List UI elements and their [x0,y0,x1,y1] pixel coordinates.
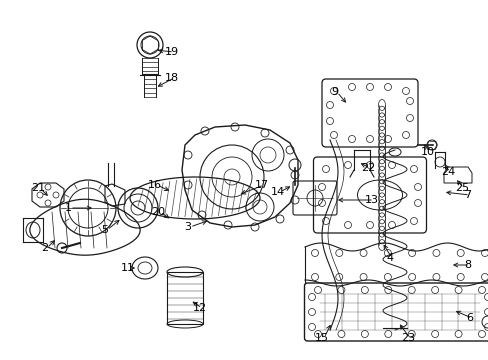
Text: 20: 20 [151,207,165,217]
Text: 11: 11 [121,263,135,273]
Text: 15: 15 [314,333,328,343]
Text: 6: 6 [466,313,472,323]
Text: 19: 19 [164,47,179,57]
Text: 12: 12 [193,303,206,313]
Text: 21: 21 [31,183,45,193]
Text: 24: 24 [440,167,454,177]
Text: 14: 14 [270,187,285,197]
Text: 17: 17 [254,180,268,190]
Text: 22: 22 [360,163,374,173]
Text: 23: 23 [400,333,414,343]
Text: 4: 4 [386,253,393,263]
Text: 13: 13 [364,195,378,205]
Text: 2: 2 [41,243,48,253]
Text: 10: 10 [420,147,434,157]
Text: 9: 9 [331,87,338,97]
Text: 25: 25 [454,183,468,193]
Text: 3: 3 [184,222,191,232]
Text: 8: 8 [464,260,470,270]
Text: 16: 16 [148,180,162,190]
Text: 7: 7 [464,190,470,200]
Text: 1: 1 [64,203,71,213]
Bar [167,272,203,324]
Text: 18: 18 [164,73,179,83]
Text: 5: 5 [102,225,108,235]
